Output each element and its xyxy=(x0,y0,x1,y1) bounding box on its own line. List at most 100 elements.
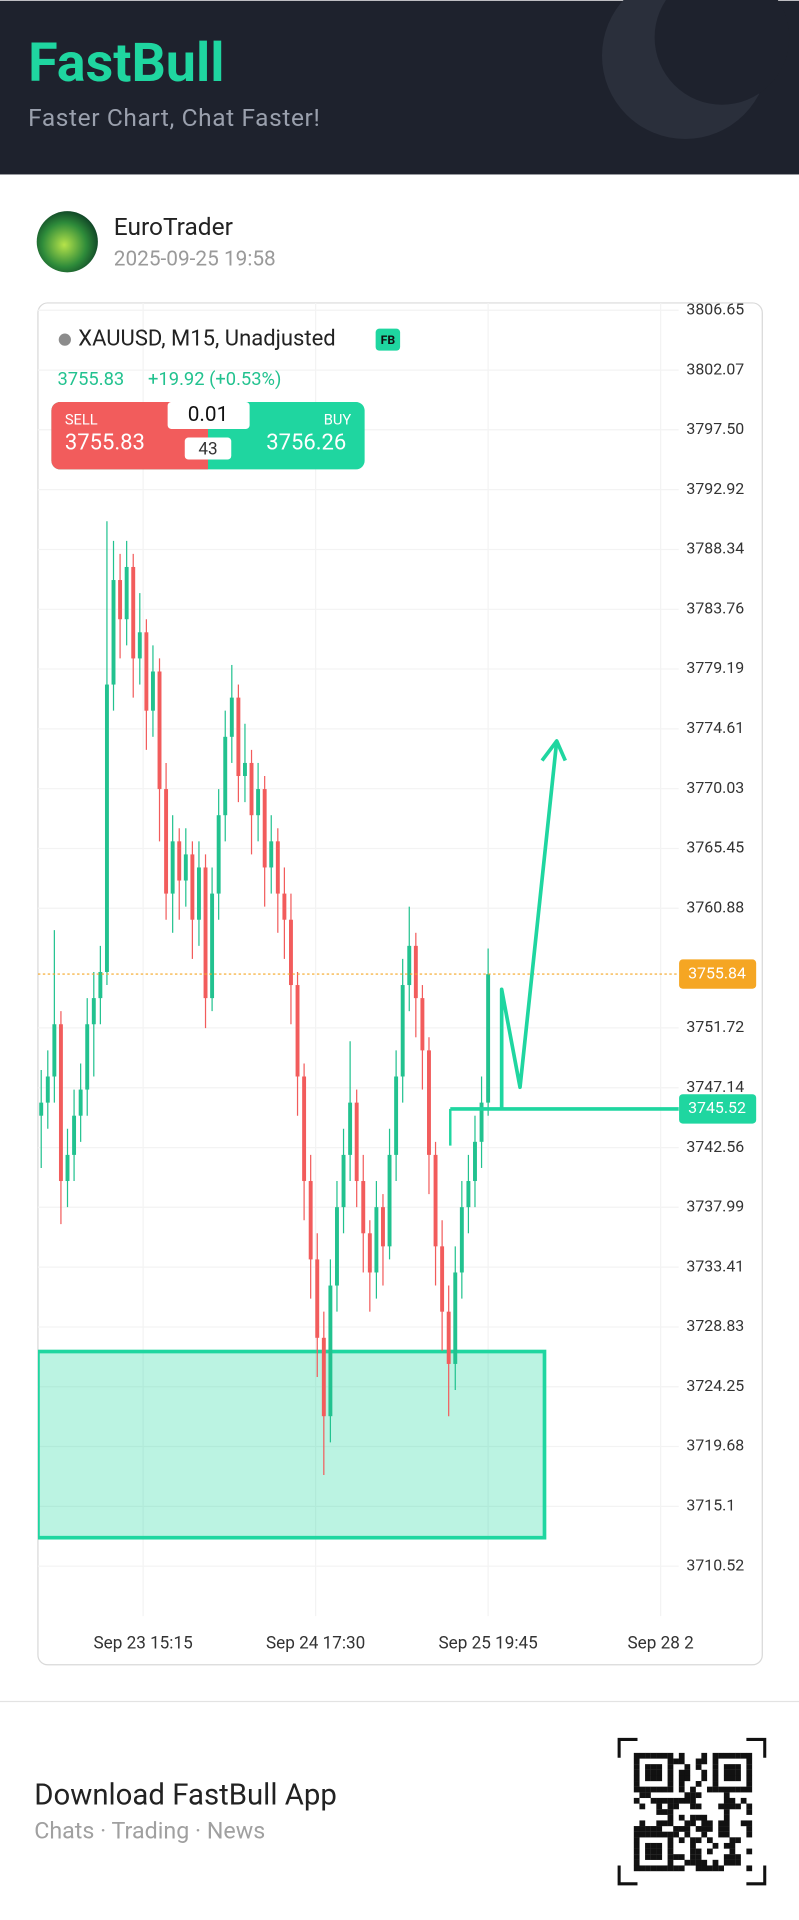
y-tick-label: 3751.72 xyxy=(686,1017,744,1036)
qr-cell xyxy=(661,1752,668,1759)
qr-cell xyxy=(723,1803,730,1810)
qr-cell xyxy=(701,1775,708,1782)
qr-cell xyxy=(656,1803,663,1810)
candle-body xyxy=(302,1076,307,1182)
qr-cell xyxy=(667,1809,674,1815)
qr-cell xyxy=(656,1775,663,1782)
qr-cell xyxy=(684,1775,691,1782)
qr-cell xyxy=(729,1752,736,1759)
candle-body xyxy=(137,632,142,659)
candle-body xyxy=(118,580,123,620)
qr-cell xyxy=(678,1752,685,1759)
qr-cell xyxy=(673,1758,679,1765)
candle-body xyxy=(328,1285,333,1417)
qr-cell xyxy=(661,1809,668,1815)
qr-cell xyxy=(684,1831,691,1838)
qr-cell xyxy=(701,1814,708,1821)
qr-cell xyxy=(695,1854,702,1860)
qr-cell xyxy=(633,1865,640,1872)
y-tick-label: 3783.76 xyxy=(686,599,744,618)
qr-cell xyxy=(735,1859,741,1866)
qr-cell xyxy=(701,1831,708,1838)
qr-cell xyxy=(633,1854,640,1860)
qr-cell xyxy=(723,1792,730,1799)
buy-price: 3756.26 xyxy=(266,430,346,455)
y-tick-label: 3770.03 xyxy=(686,778,744,797)
qr-cell xyxy=(729,1775,736,1782)
qr-cell xyxy=(718,1865,724,1872)
candle-body xyxy=(65,1154,70,1182)
candle-body xyxy=(321,1337,326,1417)
y-tick-label: 3792.92 xyxy=(686,479,744,498)
qr-cell xyxy=(678,1775,685,1782)
badge-text: FB xyxy=(381,333,396,347)
candle-body xyxy=(420,998,425,1051)
qr-cell xyxy=(667,1837,674,1844)
candle-body xyxy=(381,1207,385,1247)
qr-cell xyxy=(656,1842,663,1849)
y-tick-label: 3724.25 xyxy=(686,1376,744,1395)
y-tick-label: 3710.52 xyxy=(686,1555,744,1574)
qr-cell xyxy=(712,1764,719,1770)
qr-cell xyxy=(701,1826,708,1832)
candle-body xyxy=(216,815,221,894)
candle-body xyxy=(262,789,267,868)
candle-body xyxy=(157,671,162,790)
qr-cell xyxy=(746,1848,753,1855)
qr-cell xyxy=(729,1769,736,1776)
candle-body xyxy=(58,1024,63,1182)
qr-cell xyxy=(661,1797,668,1804)
qr-cell xyxy=(650,1752,657,1759)
candle-body xyxy=(269,841,274,868)
y-tick-label: 3742.56 xyxy=(686,1137,744,1156)
qr-cell xyxy=(650,1769,657,1776)
y-tick-label: 3802.07 xyxy=(686,359,744,378)
candle-body xyxy=(91,998,96,1025)
candle-body xyxy=(289,919,293,986)
qr-cell xyxy=(712,1859,719,1866)
qr-cell xyxy=(656,1854,663,1860)
qr-cell xyxy=(667,1854,674,1860)
qr-cell xyxy=(690,1848,696,1855)
lot-box[interactable] xyxy=(167,402,250,429)
qr-cell xyxy=(723,1826,730,1832)
candle-body xyxy=(315,1259,320,1338)
qr-cell xyxy=(706,1826,713,1832)
qr-cell xyxy=(695,1814,702,1821)
candle-body xyxy=(203,867,208,999)
qr-cell xyxy=(661,1831,668,1838)
qr-cell xyxy=(701,1859,708,1866)
qr-cell xyxy=(645,1848,651,1855)
qr-cell xyxy=(661,1865,668,1872)
qr-cell xyxy=(667,1797,674,1804)
qr-cell xyxy=(667,1764,674,1770)
post-time: 2025-09-25 19:58 xyxy=(114,248,276,272)
candle-body xyxy=(459,1207,464,1273)
qr-cell xyxy=(746,1752,753,1759)
qr-cell xyxy=(723,1809,730,1815)
qr-cell xyxy=(690,1837,696,1844)
qr-cell xyxy=(650,1848,657,1855)
candle-body xyxy=(131,566,136,659)
y-tick-label: 3733.41 xyxy=(686,1256,744,1275)
qr-cell xyxy=(650,1831,657,1838)
qr-cell xyxy=(695,1792,702,1799)
qr-cell xyxy=(650,1854,657,1860)
last-price: 3755.83 xyxy=(58,369,125,390)
candle-body xyxy=(183,854,188,881)
qr-code xyxy=(617,1737,767,1886)
qr-cell xyxy=(650,1786,657,1793)
qr-cell xyxy=(684,1826,691,1832)
qr-cell xyxy=(633,1831,640,1838)
qr-cell xyxy=(633,1752,640,1759)
spread: 43 xyxy=(198,439,217,459)
avatar xyxy=(36,211,98,273)
candle-body xyxy=(177,841,182,881)
qr-cell xyxy=(645,1865,651,1872)
qr-cell xyxy=(695,1848,702,1855)
qr-cell xyxy=(735,1752,741,1759)
candle-body xyxy=(223,736,228,816)
qr-cell xyxy=(673,1865,679,1872)
qr-cell xyxy=(723,1764,730,1770)
